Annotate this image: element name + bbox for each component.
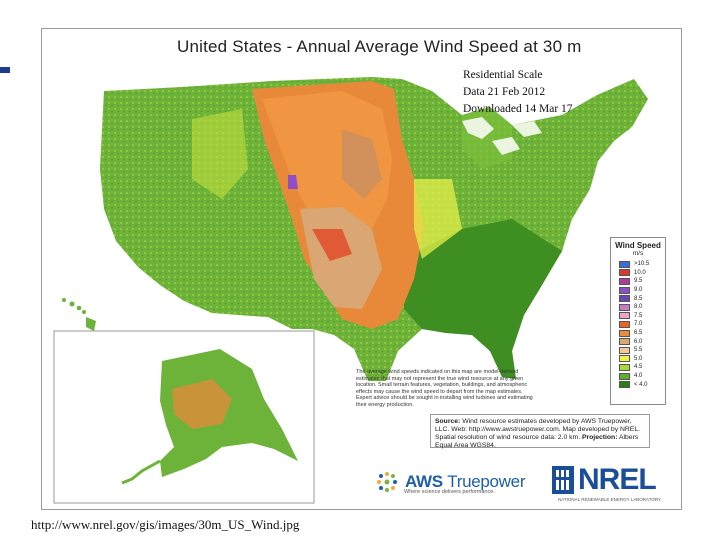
- legend-swatch: [619, 346, 630, 354]
- nrel-name: NREL: [578, 463, 657, 496]
- data-overlay-text: Residential Scale Data 21 Feb 2012 Downl…: [463, 67, 573, 118]
- us-wind-map-graphic: [53, 77, 648, 504]
- projection-label: Projection:: [581, 434, 618, 441]
- legend-class: < 4.0: [619, 380, 665, 389]
- legend-swatch: [619, 295, 630, 303]
- legend-label: 7.0: [634, 321, 643, 328]
- aws-tagline: Where science delivers performance.: [404, 489, 495, 495]
- legend-swatch: [619, 338, 630, 346]
- legend-swatch: [619, 260, 630, 268]
- aws-truepower-logo: AWS Truepower Where science delivers per…: [374, 469, 525, 495]
- legend-swatch: [619, 312, 630, 320]
- legend-class: 6.0: [619, 337, 665, 346]
- legend-label: 9.0: [634, 287, 643, 294]
- legend-label: 10.0: [634, 269, 646, 276]
- legend-swatch: [619, 372, 630, 380]
- wind-speed-legend: Wind Speed m/s >10.5 10.0 9.5 9.0 8.5 8.0 7.5 7…: [610, 237, 666, 405]
- nrel-logo: NREL NATIONAL RENEWABLE ENERGY LABORATOR…: [552, 463, 661, 502]
- legend-label: < 4.0: [634, 381, 648, 388]
- legend-class: >10.5: [619, 260, 665, 269]
- legend-label: 9.5: [634, 278, 643, 285]
- great-lakes: [462, 117, 542, 155]
- nrel-emblem-icon: [552, 466, 574, 494]
- legend-swatch: [619, 363, 630, 371]
- projection-text: Albers Equal Area WGS84.: [435, 434, 639, 449]
- legend-swatch: [619, 320, 630, 328]
- legend-class: 9.0: [619, 286, 665, 295]
- slide-bullet-marker: [0, 67, 10, 73]
- legend-class: 7.0: [619, 320, 665, 329]
- legend-class: 6.5: [619, 329, 665, 338]
- overlay-line-downloaded: Downloaded 14 Mar 17: [463, 103, 573, 115]
- legend-label: 7.5: [634, 312, 643, 319]
- legend-class: 10.0: [619, 269, 665, 278]
- legend-swatch: [619, 303, 630, 311]
- legend-label: 5.5: [634, 347, 643, 354]
- wind-map: United States - Annual Average Wind Spee…: [41, 28, 682, 510]
- southeast-low-wind-region: [402, 219, 562, 379]
- legend-class: 7.5: [619, 312, 665, 321]
- legend-class: 5.5: [619, 346, 665, 355]
- legend-label: 6.5: [634, 330, 643, 337]
- legend-rows: >10.5 10.0 9.5 9.0 8.5 8.0 7.5 7.0 6.5 6.0 5.5 5.0 4…: [611, 260, 665, 389]
- legend-swatch: [619, 355, 630, 363]
- legend-swatch: [619, 269, 630, 277]
- legend-class: 8.0: [619, 303, 665, 312]
- disclaimer-note: The average wind speeds indicated on thi…: [356, 369, 533, 408]
- legend-label: 6.0: [634, 338, 643, 345]
- legend-swatch: [619, 277, 630, 285]
- legend-swatch: [619, 286, 630, 294]
- legend-label: 8.5: [634, 295, 643, 302]
- alaska-shape: [160, 349, 298, 477]
- hawaii-inset: [62, 298, 96, 331]
- legend-label: 4.0: [634, 373, 643, 380]
- legend-class: 4.5: [619, 363, 665, 372]
- legend-label: 4.5: [634, 364, 643, 371]
- legend-unit: m/s: [632, 250, 644, 257]
- legend-class: 4.0: [619, 372, 665, 381]
- aws-sunburst-icon: [377, 472, 397, 492]
- alaska-inset-frame: [53, 330, 315, 504]
- legend-swatch: [619, 381, 630, 389]
- legend-swatch: [619, 329, 630, 337]
- source-label: Source:: [435, 418, 461, 425]
- source-box: Source: Wind resource estimates develope…: [430, 414, 650, 449]
- overlay-line-scale: Residential Scale: [463, 69, 543, 81]
- legend-class: 8.5: [619, 294, 665, 303]
- image-source-caption: http://www.nrel.gov/gis/images/30m_US_Wi…: [31, 517, 300, 532]
- legend-title: Wind Speed: [615, 241, 661, 250]
- legend-label: 5.0: [634, 355, 643, 362]
- legend-class: 9.5: [619, 277, 665, 286]
- legend-label: 8.0: [634, 304, 643, 311]
- source-text: Wind resource estimates developed by AWS…: [435, 418, 641, 441]
- overlay-line-data-date: Data 21 Feb 2012: [463, 86, 546, 98]
- map-title: United States - Annual Average Wind Spee…: [177, 37, 582, 56]
- aws-name: AWS Truepower: [405, 472, 526, 491]
- legend-label: >10.5: [634, 261, 650, 268]
- nrel-subtitle: NATIONAL RENEWABLE ENERGY LABORATORY: [558, 497, 662, 502]
- legend-class: 5.0: [619, 355, 665, 364]
